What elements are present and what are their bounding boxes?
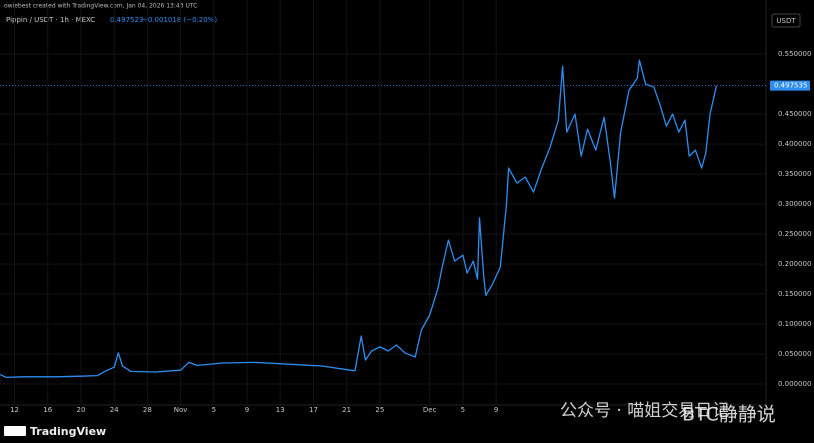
y-tick-label: 0.050000 [778, 350, 811, 358]
x-tick-label: 28 [143, 406, 152, 414]
logo-icon [4, 426, 26, 436]
y-tick-label: 0.150000 [778, 290, 811, 298]
x-tick-label: 5 [212, 406, 216, 414]
price-line [0, 59, 718, 379]
x-tick-label: 9 [494, 406, 498, 414]
y-tick-label: 0.200000 [778, 260, 811, 268]
header-change: −0.001018 (−0.20%) [142, 16, 217, 24]
credit: owiebest created with TradingView.com, J… [4, 3, 197, 10]
x-tick-label: 12 [10, 406, 19, 414]
y-tick-label: 0.450000 [778, 110, 811, 118]
y-tick-label: 0.350000 [778, 170, 811, 178]
currency-box[interactable] [771, 13, 801, 28]
symbol: Pippin / USDT · 1h · MEXC [6, 16, 95, 24]
watermark: 公众号 · 喵姐交易日记 [560, 401, 729, 421]
y-tick-label: 0.300000 [778, 200, 811, 208]
x-tick-label: 25 [375, 406, 384, 414]
logo: TradingView [30, 425, 106, 438]
last-price-label: 0.497535 [774, 82, 807, 90]
watermark: BTC静静说 [682, 404, 776, 426]
y-tick-label: 0.250000 [778, 230, 811, 238]
x-tick-label: 9 [245, 406, 249, 414]
x-tick-label: 16 [43, 406, 52, 414]
x-tick-label: 5 [461, 406, 465, 414]
x-tick-label: Nov [174, 406, 188, 414]
x-tick-label: 24 [110, 406, 119, 414]
x-tick-label: 13 [276, 406, 285, 414]
y-tick-label: 0.100000 [778, 320, 811, 328]
currency[interactable]: USDT [776, 17, 796, 25]
y-tick-label: 0.000000 [778, 380, 811, 388]
y-tick-label: 0.400000 [778, 140, 811, 148]
header-price: 0.497523 [110, 16, 143, 24]
x-tick-label: 21 [342, 406, 351, 414]
x-tick-label: 17 [309, 406, 318, 414]
x-tick-label: 20 [76, 406, 85, 414]
y-tick-label: 0.550000 [778, 50, 811, 58]
x-tick-label: Dec [423, 406, 437, 414]
last-price-tag [770, 80, 810, 91]
